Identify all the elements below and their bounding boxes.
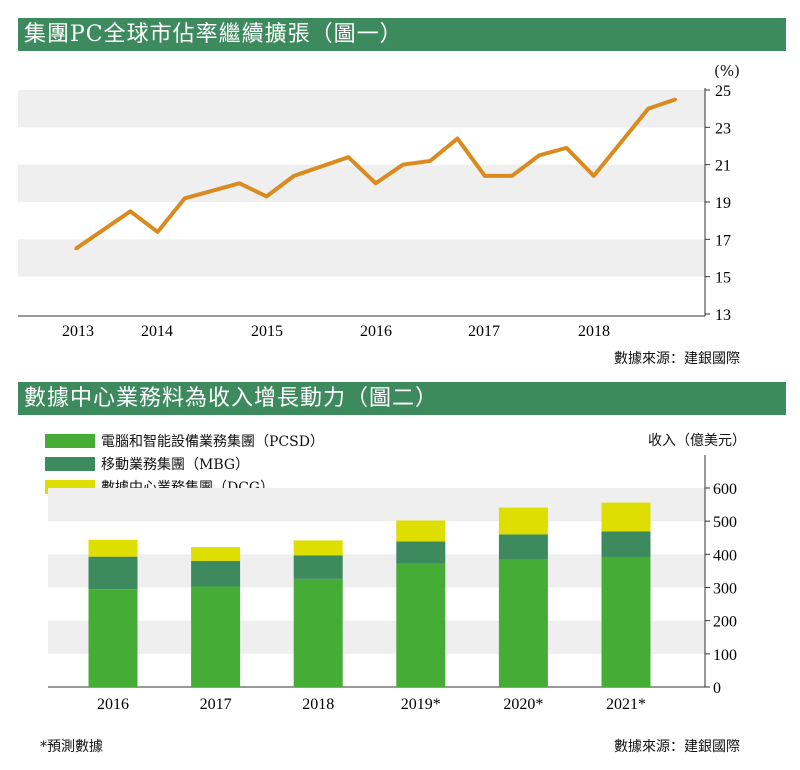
bar-segment [601, 531, 651, 557]
x-tick-label: 2021* [606, 696, 646, 713]
data-point [592, 174, 596, 178]
legend-swatch [45, 457, 95, 471]
y-tick-label: 600 [713, 481, 737, 498]
data-point [292, 174, 296, 178]
y-tick-label: 21 [715, 158, 731, 175]
grid-band [48, 620, 705, 654]
chart1-source: 數據來源：建銀國際 [614, 351, 740, 367]
bar-segment [396, 520, 446, 542]
x-tick-label: 2017 [468, 323, 500, 340]
grid-band [18, 90, 705, 128]
data-point [483, 174, 487, 178]
y-tick-label: 200 [713, 614, 737, 631]
legend-label: 移動業務集團（MBG） [101, 457, 250, 473]
y-tick-label: 23 [715, 120, 731, 137]
bar-segment [396, 563, 446, 687]
bar-segment [88, 589, 138, 687]
y-tick-label: 13 [715, 307, 731, 324]
bar-segment [293, 555, 343, 579]
legend-item: 電腦和智能設備業務集團（PCSD） [45, 432, 324, 450]
bar-segment [191, 560, 241, 587]
x-tick-label: 2016 [97, 696, 129, 713]
y-tick-label: 17 [715, 232, 731, 249]
chart1-title: 集團PC全球市佔率繼續擴張（圖一） [18, 18, 786, 51]
data-point [428, 159, 432, 163]
chart1-y-unit: (%) [714, 62, 740, 80]
data-point [346, 155, 350, 159]
bar-segment [498, 507, 548, 535]
x-tick-label: 2016 [360, 323, 392, 340]
y-tick-label: 19 [715, 195, 731, 212]
chart2-y-unit: 收入（億美元） [648, 433, 746, 449]
data-point [374, 181, 378, 185]
y-tick-label: 400 [713, 547, 737, 564]
data-point [128, 209, 132, 213]
bar-segment [191, 586, 241, 687]
data-point [674, 97, 678, 101]
x-tick-label: 2018 [578, 323, 610, 340]
legend-label: 電腦和智能設備業務集團（PCSD） [101, 434, 324, 450]
data-point [565, 146, 569, 150]
y-tick-label: 15 [715, 270, 731, 287]
y-tick-label: 300 [713, 581, 737, 598]
chart2-title: 數據中心業務料為收入增長動力（圖二） [18, 382, 786, 415]
bar-segment [498, 534, 548, 559]
y-tick-label: 100 [713, 647, 737, 664]
data-point [237, 181, 241, 185]
bar-segment [191, 547, 241, 561]
x-tick-label: 2017 [200, 696, 232, 713]
legend-item: 數據中心業務集團（DCG） [45, 478, 274, 496]
data-point [401, 163, 405, 167]
x-tick-label: 2018 [302, 696, 334, 713]
x-tick-label: 2013 [62, 323, 94, 340]
bar-segment [88, 539, 138, 557]
grid-band [18, 239, 705, 277]
x-tick-label: 2019* [401, 696, 441, 713]
data-point [646, 107, 650, 111]
line-chart: 13 15 17 19 21 23 25 2013 2014 2015 2016 2017 2018 [18, 83, 731, 340]
y-tick-label: 25 [715, 83, 731, 100]
data-point [183, 196, 187, 200]
y-tick-label: 0 [713, 680, 721, 697]
bar-segment [396, 541, 446, 564]
data-point [537, 153, 541, 157]
data-point [265, 194, 269, 198]
x-tick-label: 2020* [503, 696, 543, 713]
bar-segment [601, 556, 651, 687]
chart2-footnote: *預測數據 [40, 739, 103, 755]
bar-segment [601, 502, 651, 532]
legend-label: 數據中心業務集團（DCG） [101, 480, 275, 496]
legend-swatch [45, 434, 95, 448]
bar-segment [293, 578, 343, 687]
bar-segment [498, 558, 548, 687]
y-tick-label: 500 [713, 514, 737, 531]
x-tick-label: 2015 [251, 323, 283, 340]
grid-band [48, 554, 705, 588]
x-tick-label: 2014 [141, 323, 173, 340]
data-point [510, 174, 514, 178]
bar-segment [88, 556, 138, 590]
bar-segment [293, 540, 343, 556]
legend-item: 移動業務集團（MBG） [45, 455, 249, 473]
data-point [74, 247, 78, 251]
data-point [156, 230, 160, 234]
legend-swatch [45, 480, 95, 494]
data-point [455, 137, 459, 141]
chart2-source: 數據來源：建銀國際 [614, 739, 740, 755]
